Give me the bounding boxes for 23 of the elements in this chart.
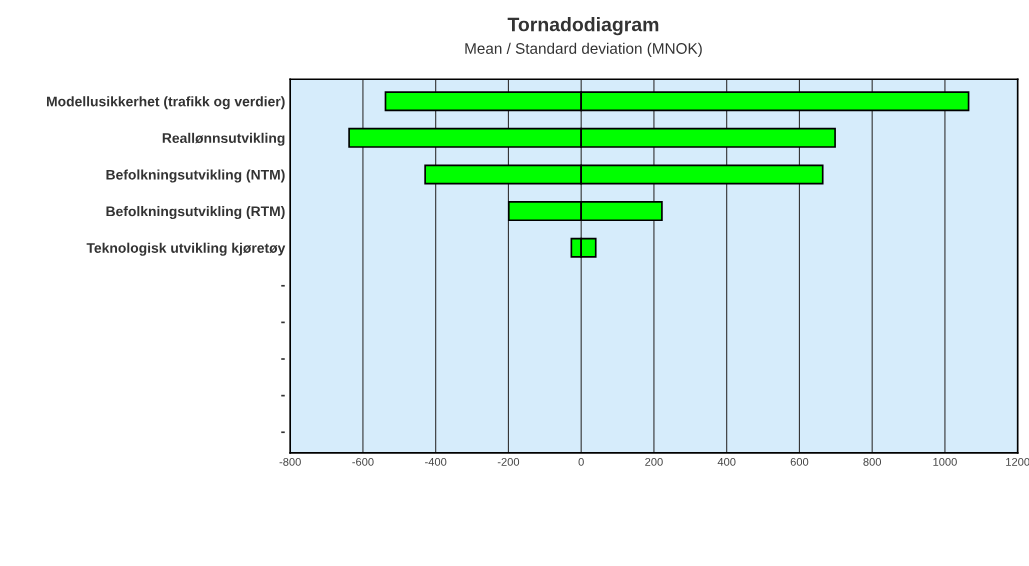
y-tick-label: Modellusikkerhet (trafikk og verdier) [47,96,285,110]
x-tick-label: 200 [645,457,663,466]
y-tick-label: - [281,358,285,360]
y-tick-label: - [281,394,285,397]
x-tick-label: 600 [790,457,809,466]
y-tick-label: Befolkningsutvikling (RTM) [106,206,285,220]
chart-title: Tornadodiagram [507,17,659,36]
x-tick-label: 800 [863,457,882,466]
y-tick-label: - [281,321,285,324]
x-tick-label: -600 [352,457,374,466]
x-tick-label: -400 [425,457,447,466]
y-tick-label: - [281,431,285,434]
x-tick-label: 1000 [933,457,957,466]
y-tick-label: Reallønnsutvikling [162,132,285,146]
x-tick-label: -800 [279,457,301,466]
x-tick-label: 1200 [1006,457,1029,466]
y-tick-label: Teknologisk utvikling kjøretøy [86,242,286,256]
x-tick-label: 0 [578,457,584,466]
x-tick-label: -200 [497,457,520,466]
chart-subtitle: Mean / Standard deviation (MNOK) [465,42,702,57]
y-tick-label: Befolkningsutvikling (NTM) [106,169,285,183]
y-tick-label: - [281,284,285,287]
x-tick-label: 400 [717,457,736,466]
